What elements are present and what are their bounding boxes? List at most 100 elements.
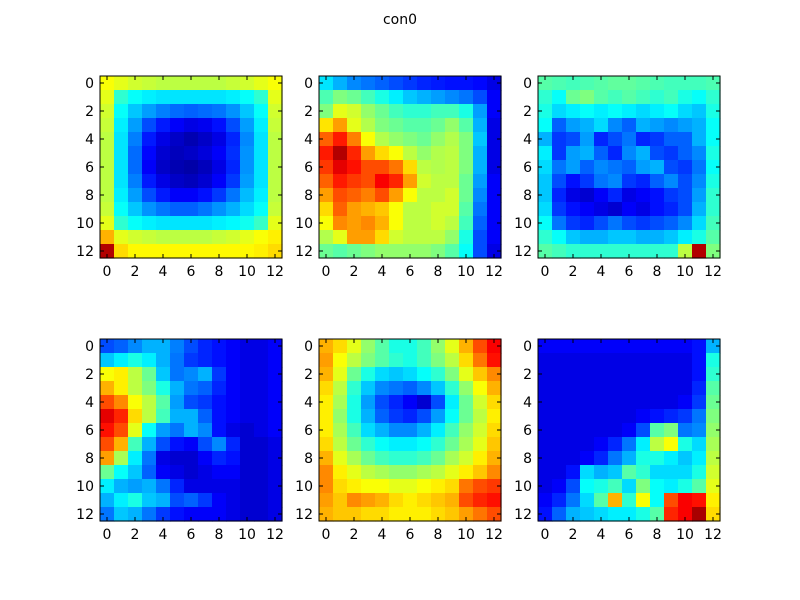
- heatmap-cell: [445, 244, 460, 259]
- heatmap-cell: [128, 76, 143, 91]
- heatmap-cell: [347, 479, 362, 494]
- heatmap-cell: [650, 244, 665, 259]
- heatmap-cell: [333, 367, 348, 382]
- heatmap-cell: [431, 479, 446, 494]
- heatmap-cell: [622, 353, 637, 368]
- heatmap-cell: [608, 118, 623, 133]
- heatmap-cell: [142, 353, 157, 368]
- heatmap-cell: [347, 507, 362, 522]
- heatmap-cell: [319, 160, 334, 175]
- heatmap-cell: [128, 216, 143, 231]
- x-tick-label: 10: [238, 527, 256, 543]
- heatmap-cell: [664, 437, 679, 452]
- heatmap-cell: [538, 507, 553, 522]
- heatmap-cell: [361, 216, 376, 231]
- heatmap-cell: [114, 90, 129, 105]
- heatmap-cell: [333, 479, 348, 494]
- heatmap-cell: [445, 104, 460, 119]
- heatmap-cell: [566, 160, 581, 175]
- heatmap-cell: [375, 146, 390, 161]
- heatmap-cell: [706, 437, 721, 452]
- heatmap-cell: [580, 437, 595, 452]
- heatmap-cell: [212, 104, 227, 119]
- heatmap-cell: [268, 479, 283, 494]
- x-tick-label: 2: [131, 264, 140, 280]
- heatmap-cell: [622, 367, 637, 382]
- heatmap-cell: [445, 160, 460, 175]
- heatmap-cell: [128, 202, 143, 217]
- heatmap-cell: [664, 244, 679, 259]
- heatmap-cell: [254, 90, 269, 105]
- heatmap-cell: [459, 118, 474, 133]
- heatmap-cell: [198, 367, 213, 382]
- y-tick-label: 10: [514, 479, 532, 495]
- heatmap-cell: [226, 160, 241, 175]
- heatmap-cell: [622, 160, 637, 175]
- y-tick-label: 2: [85, 367, 94, 383]
- heatmap-cell: [198, 493, 213, 508]
- y-tick-label: 2: [523, 104, 532, 120]
- heatmap-cell: [170, 409, 185, 424]
- heatmap-cell: [650, 423, 665, 438]
- y-tick-label: 12: [295, 507, 313, 523]
- heatmap-cell: [114, 244, 129, 259]
- heatmap-cell: [128, 395, 143, 410]
- heatmap-cell: [636, 244, 651, 259]
- heatmap-cell: [566, 381, 581, 396]
- heatmap-cell: [198, 423, 213, 438]
- heatmap-cell: [128, 230, 143, 245]
- heatmap-cell: [254, 160, 269, 175]
- heatmap-cell: [538, 353, 553, 368]
- heatmap-cell: [268, 507, 283, 522]
- heatmap-cell: [114, 76, 129, 91]
- heatmap-cell: [417, 395, 432, 410]
- heatmap-cell: [552, 174, 567, 189]
- heatmap-cell: [608, 244, 623, 259]
- y-tick-label: 4: [85, 132, 94, 148]
- y-tick-label: 10: [514, 216, 532, 232]
- heatmap-cell: [240, 118, 255, 133]
- heatmap-cell: [459, 479, 474, 494]
- heatmap-cell: [361, 507, 376, 522]
- x-tick-label: 6: [187, 264, 196, 280]
- heatmap-cell: [403, 367, 418, 382]
- heatmap-cell: [156, 160, 171, 175]
- heatmap-cell: [198, 174, 213, 189]
- heatmap-cell: [445, 202, 460, 217]
- heatmap-cell: [389, 381, 404, 396]
- heatmap-cell: [580, 104, 595, 119]
- heatmap-cell: [184, 353, 199, 368]
- heatmap-cell: [552, 244, 567, 259]
- heatmap-cell: [198, 132, 213, 147]
- heatmap-cell: [170, 188, 185, 203]
- heatmap-cell: [650, 216, 665, 231]
- heatmap-cell: [254, 174, 269, 189]
- heatmap-cell: [170, 367, 185, 382]
- heatmap-cell: [473, 216, 488, 231]
- heatmap-cell: [254, 339, 269, 354]
- heatmap-cell: [706, 90, 721, 105]
- heatmap-cell: [706, 353, 721, 368]
- heatmap-cell: [403, 409, 418, 424]
- heatmap-cell: [100, 479, 115, 494]
- heatmap-cell: [664, 381, 679, 396]
- heatmap-cell: [361, 395, 376, 410]
- heatmap-cell: [389, 395, 404, 410]
- heatmap-cell: [664, 465, 679, 480]
- x-tick-label: 10: [676, 264, 694, 280]
- heatmap-cell: [212, 216, 227, 231]
- heatmap-cell: [431, 353, 446, 368]
- y-tick-label: 0: [304, 76, 313, 92]
- heatmap-cell: [319, 146, 334, 161]
- heatmap-cell: [664, 367, 679, 382]
- heatmap-cell: [212, 409, 227, 424]
- heatmap-cell: [347, 244, 362, 259]
- heatmap-cell: [594, 104, 609, 119]
- heatmap-cell: [417, 90, 432, 105]
- heatmap-cell: [664, 479, 679, 494]
- heatmap-cell: [580, 465, 595, 480]
- heatmap-cell: [100, 132, 115, 147]
- heatmap-cell: [636, 353, 651, 368]
- heatmap-cell: [170, 339, 185, 354]
- heatmap-cell: [333, 230, 348, 245]
